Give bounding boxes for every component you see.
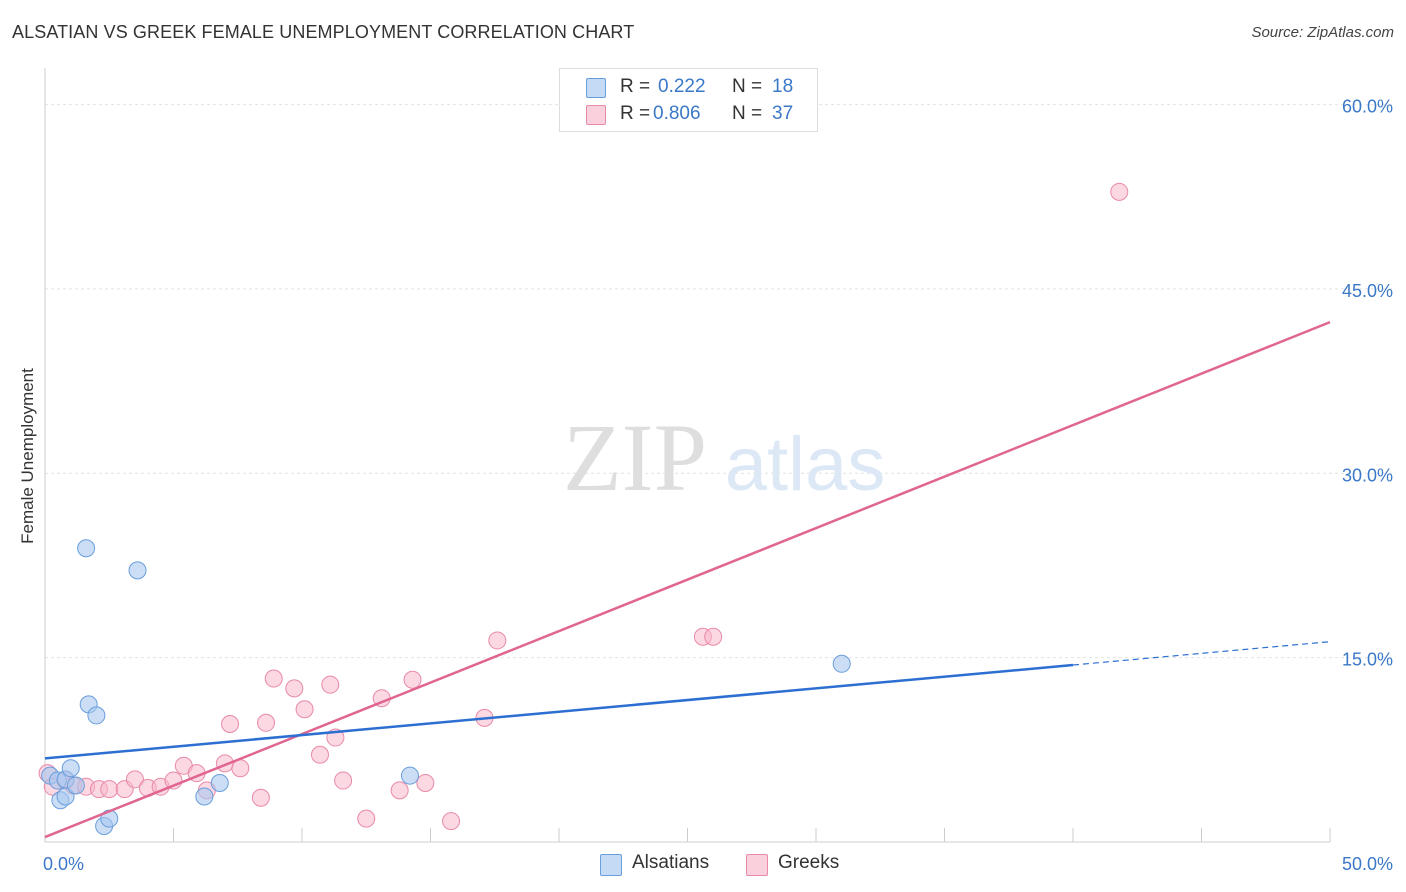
greek-point — [310, 745, 329, 764]
tick-labels: 15.0% 30.0% 45.0% 60.0% 0.0% 50.0% — [43, 97, 1393, 874]
legend-r-label: R = — [620, 103, 651, 124]
alsatian-n-value: 18 — [772, 76, 794, 97]
alsatian-point — [66, 776, 85, 795]
chart-title: ALSATIAN VS GREEK FEMALE UNEMPLOYMENT CO… — [12, 22, 635, 42]
greek-point — [1110, 182, 1129, 201]
greek-point — [100, 780, 119, 799]
greek-point — [488, 631, 507, 650]
greek-point — [251, 788, 270, 807]
alsatian-point — [195, 787, 214, 806]
alsatian-point — [210, 774, 229, 793]
y-tick-label: 30.0% — [1342, 465, 1393, 485]
alsatian-point — [832, 654, 851, 673]
greek-point — [416, 774, 435, 793]
alsatian-legend-swatch — [600, 854, 622, 876]
alsatian-swatch — [586, 78, 606, 98]
alsatian-legend-label: Alsatians — [632, 852, 710, 873]
alsatian-points — [41, 539, 851, 836]
x-tick-label: 0.0% — [43, 854, 84, 874]
alsatian-trend-line — [44, 663, 1074, 760]
alsatian-point — [87, 706, 106, 725]
greek-point — [390, 781, 409, 800]
greek-trend-line — [44, 320, 1331, 839]
alsatian-trend-extension — [1072, 641, 1331, 666]
greek-point — [285, 679, 304, 698]
correlation-legend: R = 0.222 N = 18 R = 0.806 N = 37 — [559, 68, 818, 132]
y-tick-label: 60.0% — [1342, 97, 1393, 117]
grid-lines — [45, 104, 1395, 659]
watermark-atlas: atlas — [725, 422, 886, 507]
greek-point — [334, 771, 353, 790]
alsatian-point — [400, 766, 419, 785]
x-tick-label: 50.0% — [1342, 854, 1393, 874]
greek-legend-swatch — [746, 854, 768, 876]
legend-n-label: N = — [732, 76, 763, 97]
watermark: ZIP atlas — [563, 404, 885, 511]
alsatian-point — [77, 539, 96, 558]
y-tick-label: 45.0% — [1342, 281, 1393, 301]
alsatian-point — [61, 759, 80, 778]
legend-r-label: R = — [620, 76, 651, 97]
alsatian-point — [128, 561, 147, 580]
greek-point — [257, 713, 276, 732]
axes — [44, 68, 1331, 843]
greek-swatch — [586, 105, 606, 125]
trend-lines — [44, 320, 1331, 839]
greek-point — [403, 670, 422, 689]
greek-point — [442, 812, 461, 831]
greek-point — [704, 627, 723, 646]
greek-point — [264, 669, 283, 688]
source-label: Source: ZipAtlas.com — [1251, 24, 1394, 41]
greek-n-value: 37 — [772, 103, 794, 124]
legend-n-label: N = — [732, 103, 763, 124]
greek-point — [295, 700, 314, 719]
greek-point — [221, 715, 240, 734]
greek-legend-label: Greeks — [778, 852, 840, 873]
greek-point — [357, 809, 376, 828]
y-tick-label: 15.0% — [1342, 650, 1393, 670]
watermark-zip: ZIP — [563, 404, 707, 511]
greek-point — [321, 675, 340, 694]
greek-r-value: 0.806 — [653, 103, 701, 124]
alsatian-r-value: 0.222 — [658, 76, 706, 97]
greek-point — [125, 770, 144, 789]
